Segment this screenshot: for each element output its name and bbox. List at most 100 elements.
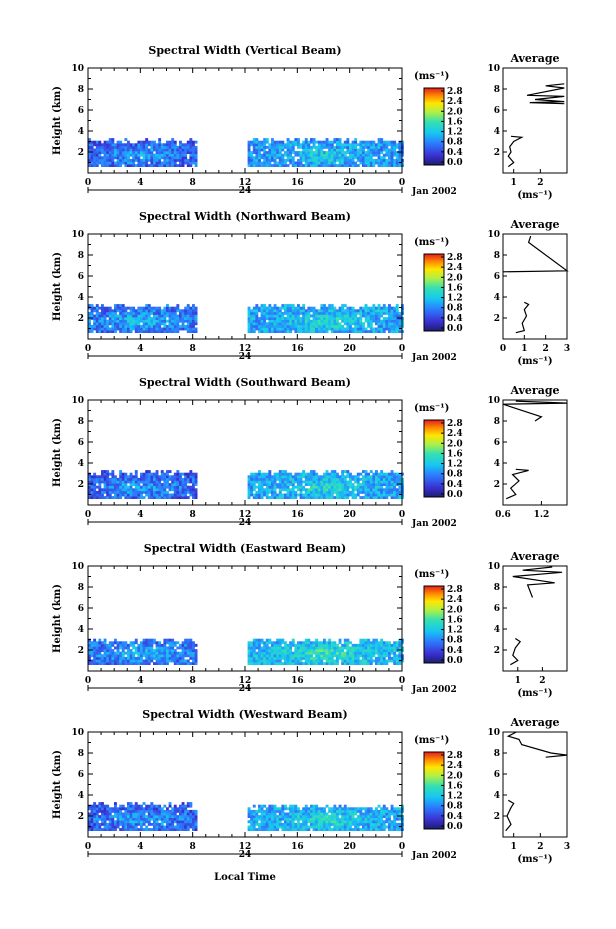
heatmap-cell (192, 654, 195, 658)
heatmap-cell (124, 817, 128, 821)
heatmap-cell (320, 659, 324, 663)
heatmap-cell (173, 156, 177, 160)
heatmap-cell (181, 641, 185, 645)
heatmap-cell (349, 156, 352, 160)
average-frame (502, 233, 568, 340)
heatmap-cell (186, 311, 190, 315)
heatmap-cell (176, 314, 180, 318)
heatmap-cell (127, 496, 130, 499)
heatmap-cell (129, 148, 133, 152)
heatmap-cell (276, 153, 280, 157)
heatmap-cell (93, 153, 97, 157)
heatmap-cell (273, 641, 277, 645)
heatmap-cell (147, 496, 151, 499)
heatmap-cell (186, 164, 190, 167)
heatmap-cell (382, 161, 386, 165)
heatmap-cell (101, 488, 104, 492)
heatmap-cell (320, 309, 324, 313)
heatmap-cell (336, 649, 339, 652)
heatmap-cell (119, 804, 123, 808)
heatmap-cell (377, 485, 381, 489)
heatmap-cell (268, 820, 272, 824)
heatmap-cell (111, 475, 115, 479)
heatmap-cell (315, 646, 319, 650)
heatmap-cell (194, 319, 198, 323)
heatmap-cell (163, 662, 167, 665)
heatmap-cell (271, 324, 274, 328)
heatmap-cell (93, 324, 97, 328)
heatmap-cell (284, 649, 287, 652)
heatmap-cell (297, 809, 300, 813)
heatmap-cell (349, 472, 352, 476)
heatmap-cell (134, 496, 138, 499)
heatmap-cell (302, 158, 306, 162)
colorbar-tick-label: 2.0 (447, 273, 463, 283)
heatmap-cell (278, 475, 282, 479)
heatmap-cell (176, 488, 180, 492)
heatmap-cell (147, 309, 151, 313)
heatmap-cell (273, 828, 277, 831)
heatmap-cell (310, 656, 313, 660)
heatmap-cell (192, 319, 195, 323)
heatmap-cell (250, 659, 254, 663)
heatmap-cell (129, 164, 133, 167)
heatmap-cell (346, 151, 350, 154)
heatmap-cell (390, 324, 394, 328)
heatmap-cell (194, 649, 198, 652)
heatmap-cell (189, 306, 193, 310)
heatmap-cell (158, 317, 162, 320)
heatmap-cell (90, 309, 94, 313)
heatmap-cell (364, 311, 368, 315)
heatmap-cell (163, 324, 167, 328)
heatmap-cell (263, 161, 267, 165)
heatmap-cell (134, 822, 138, 826)
heatmap-cell (315, 153, 319, 157)
heatmap-cell (325, 317, 329, 320)
heatmap-cell (181, 643, 185, 647)
heatmap-cell (108, 654, 112, 658)
heatmap-cell (119, 646, 123, 650)
heatmap-cell (95, 809, 99, 813)
heatmap-cell (284, 828, 287, 831)
heatmap-cell (258, 158, 261, 162)
heatmap-cell (351, 151, 355, 154)
average-x-tick-label: 1.2 (534, 510, 550, 520)
heatmap-cell (260, 156, 264, 160)
heatmap-cell (93, 327, 97, 331)
heatmap-cell (114, 825, 117, 829)
heatmap-cell (106, 651, 110, 655)
heatmap-cell (98, 662, 102, 665)
heatmap-cell (302, 314, 306, 318)
heatmap-cell (284, 330, 287, 333)
heatmap-cell (330, 654, 334, 658)
heatmap-cell (184, 809, 188, 813)
heatmap-cell (192, 656, 195, 660)
heatmap-cell (364, 641, 368, 645)
heatmap-cell (142, 488, 146, 492)
heatmap-cell (284, 483, 287, 486)
heatmap-cell (312, 306, 316, 310)
x-tick-label: 0 (399, 178, 405, 188)
heatmap-cell (260, 472, 264, 476)
heatmap-cell (171, 651, 175, 655)
heatmap-cell (101, 475, 104, 479)
y-tick-label: 10 (71, 230, 84, 240)
heatmap-cell (260, 646, 264, 650)
heatmap-cell (377, 158, 381, 162)
heatmap-cell (101, 304, 104, 307)
heatmap-cell (114, 662, 117, 665)
heatmap-cell (367, 659, 371, 663)
heatmap-cell (281, 815, 285, 818)
heatmap-cell (317, 319, 321, 323)
heatmap-cell (369, 156, 373, 160)
heatmap-cell (307, 309, 311, 313)
heatmap-cell (278, 322, 282, 326)
average-x-label: (ms⁻¹) (517, 688, 552, 699)
heatmap-cell (252, 317, 256, 320)
heatmap-cell (153, 804, 156, 808)
heatmap-cell (338, 156, 342, 160)
heatmap-cell (95, 807, 99, 811)
heatmap-cell (129, 820, 133, 824)
heatmap-cell (173, 651, 177, 655)
heatmap-cell (119, 143, 123, 147)
